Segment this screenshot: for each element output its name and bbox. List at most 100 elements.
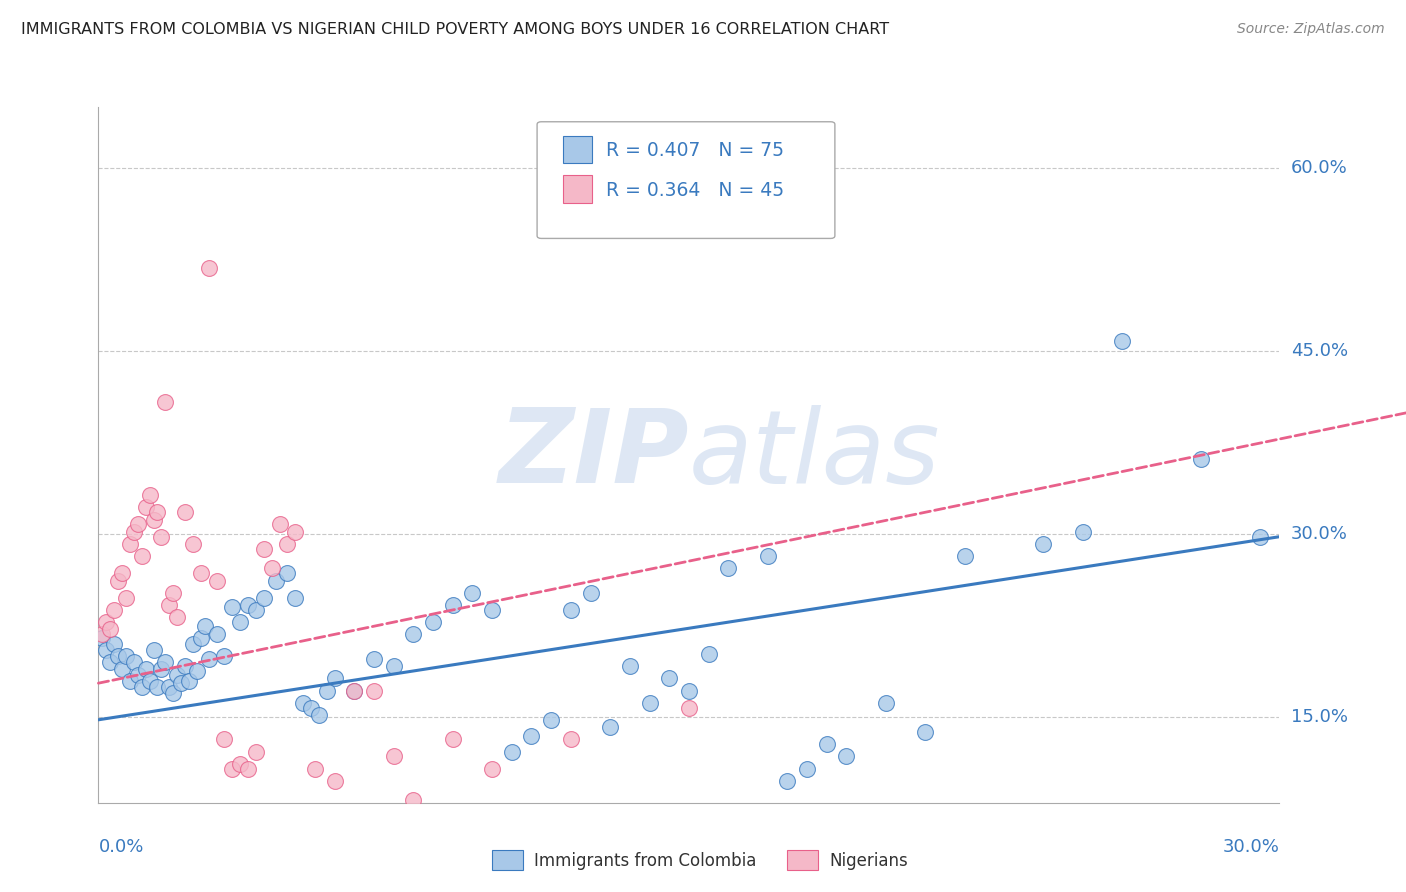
Point bbox=[155, 395, 177, 409]
Point bbox=[142, 513, 165, 527]
Point bbox=[382, 749, 405, 764]
Point bbox=[953, 549, 976, 564]
Point bbox=[308, 707, 330, 722]
Point bbox=[131, 549, 153, 564]
Point bbox=[260, 561, 283, 575]
Point bbox=[245, 745, 267, 759]
Point bbox=[205, 574, 228, 588]
Point bbox=[138, 673, 160, 688]
Point bbox=[115, 649, 138, 664]
Point bbox=[835, 749, 858, 764]
Text: Source: ZipAtlas.com: Source: ZipAtlas.com bbox=[1237, 22, 1385, 37]
Point bbox=[127, 517, 149, 532]
Point bbox=[174, 505, 197, 519]
Point bbox=[264, 574, 287, 588]
Point bbox=[111, 566, 134, 581]
Point bbox=[481, 762, 503, 776]
Point bbox=[229, 756, 252, 771]
Point bbox=[135, 500, 157, 515]
Point bbox=[214, 732, 236, 747]
Point bbox=[91, 627, 114, 641]
Point bbox=[315, 683, 337, 698]
Point bbox=[205, 627, 228, 641]
Point bbox=[269, 517, 291, 532]
Point bbox=[166, 610, 188, 624]
Point bbox=[253, 541, 276, 556]
Point bbox=[155, 656, 177, 670]
Point bbox=[162, 586, 184, 600]
Point bbox=[166, 667, 188, 681]
Point bbox=[214, 649, 236, 664]
Point bbox=[441, 732, 464, 747]
Point bbox=[540, 713, 562, 727]
Point bbox=[229, 615, 252, 629]
Point bbox=[579, 586, 602, 600]
Point bbox=[253, 591, 276, 605]
Text: 30.0%: 30.0% bbox=[1291, 525, 1347, 543]
Point bbox=[382, 659, 405, 673]
Point bbox=[304, 762, 326, 776]
Text: 0.0%: 0.0% bbox=[98, 838, 143, 855]
Point bbox=[190, 566, 212, 581]
Point bbox=[236, 598, 259, 612]
Point bbox=[658, 671, 681, 685]
Point bbox=[299, 700, 322, 714]
Point bbox=[1249, 530, 1271, 544]
Text: ZIP: ZIP bbox=[498, 404, 689, 506]
Point bbox=[96, 615, 118, 629]
Point bbox=[363, 683, 385, 698]
Point bbox=[619, 659, 641, 673]
Point bbox=[103, 603, 125, 617]
Point bbox=[914, 725, 936, 739]
Point bbox=[142, 643, 165, 657]
Point bbox=[98, 623, 121, 637]
Point bbox=[245, 603, 267, 617]
Point bbox=[197, 652, 219, 666]
Point bbox=[157, 598, 180, 612]
Point bbox=[363, 652, 385, 666]
Point bbox=[678, 700, 700, 714]
Point bbox=[186, 664, 208, 678]
Point bbox=[107, 574, 129, 588]
Point bbox=[103, 637, 125, 651]
Point bbox=[98, 656, 121, 670]
Point bbox=[461, 586, 484, 600]
Point bbox=[177, 673, 200, 688]
Point bbox=[717, 561, 740, 575]
Point bbox=[115, 591, 138, 605]
Point bbox=[122, 524, 145, 539]
Point bbox=[111, 661, 134, 675]
Point bbox=[1111, 334, 1133, 349]
Point bbox=[181, 537, 204, 551]
Text: 15.0%: 15.0% bbox=[1291, 708, 1347, 726]
Point bbox=[162, 686, 184, 700]
Point bbox=[1071, 524, 1094, 539]
Point bbox=[402, 627, 425, 641]
Point bbox=[221, 762, 243, 776]
Point bbox=[1032, 537, 1054, 551]
Text: Immigrants from Colombia: Immigrants from Colombia bbox=[534, 852, 756, 870]
Point bbox=[122, 656, 145, 670]
Point bbox=[560, 732, 582, 747]
Point bbox=[150, 530, 173, 544]
Point bbox=[481, 603, 503, 617]
Point bbox=[91, 631, 114, 645]
Point bbox=[875, 696, 897, 710]
Point bbox=[276, 537, 298, 551]
Point bbox=[402, 793, 425, 807]
Point bbox=[501, 745, 523, 759]
Point bbox=[343, 683, 366, 698]
Text: R = 0.364   N = 45: R = 0.364 N = 45 bbox=[606, 181, 785, 200]
Point bbox=[174, 659, 197, 673]
Point bbox=[323, 773, 346, 788]
Text: 30.0%: 30.0% bbox=[1223, 838, 1279, 855]
Point bbox=[776, 773, 799, 788]
Point bbox=[678, 683, 700, 698]
Point bbox=[181, 637, 204, 651]
Text: IMMIGRANTS FROM COLOMBIA VS NIGERIAN CHILD POVERTY AMONG BOYS UNDER 16 CORRELATI: IMMIGRANTS FROM COLOMBIA VS NIGERIAN CHI… bbox=[21, 22, 889, 37]
Text: 60.0%: 60.0% bbox=[1291, 159, 1347, 178]
Point bbox=[150, 661, 173, 675]
Point bbox=[343, 683, 366, 698]
Point bbox=[560, 603, 582, 617]
Point bbox=[157, 680, 180, 694]
